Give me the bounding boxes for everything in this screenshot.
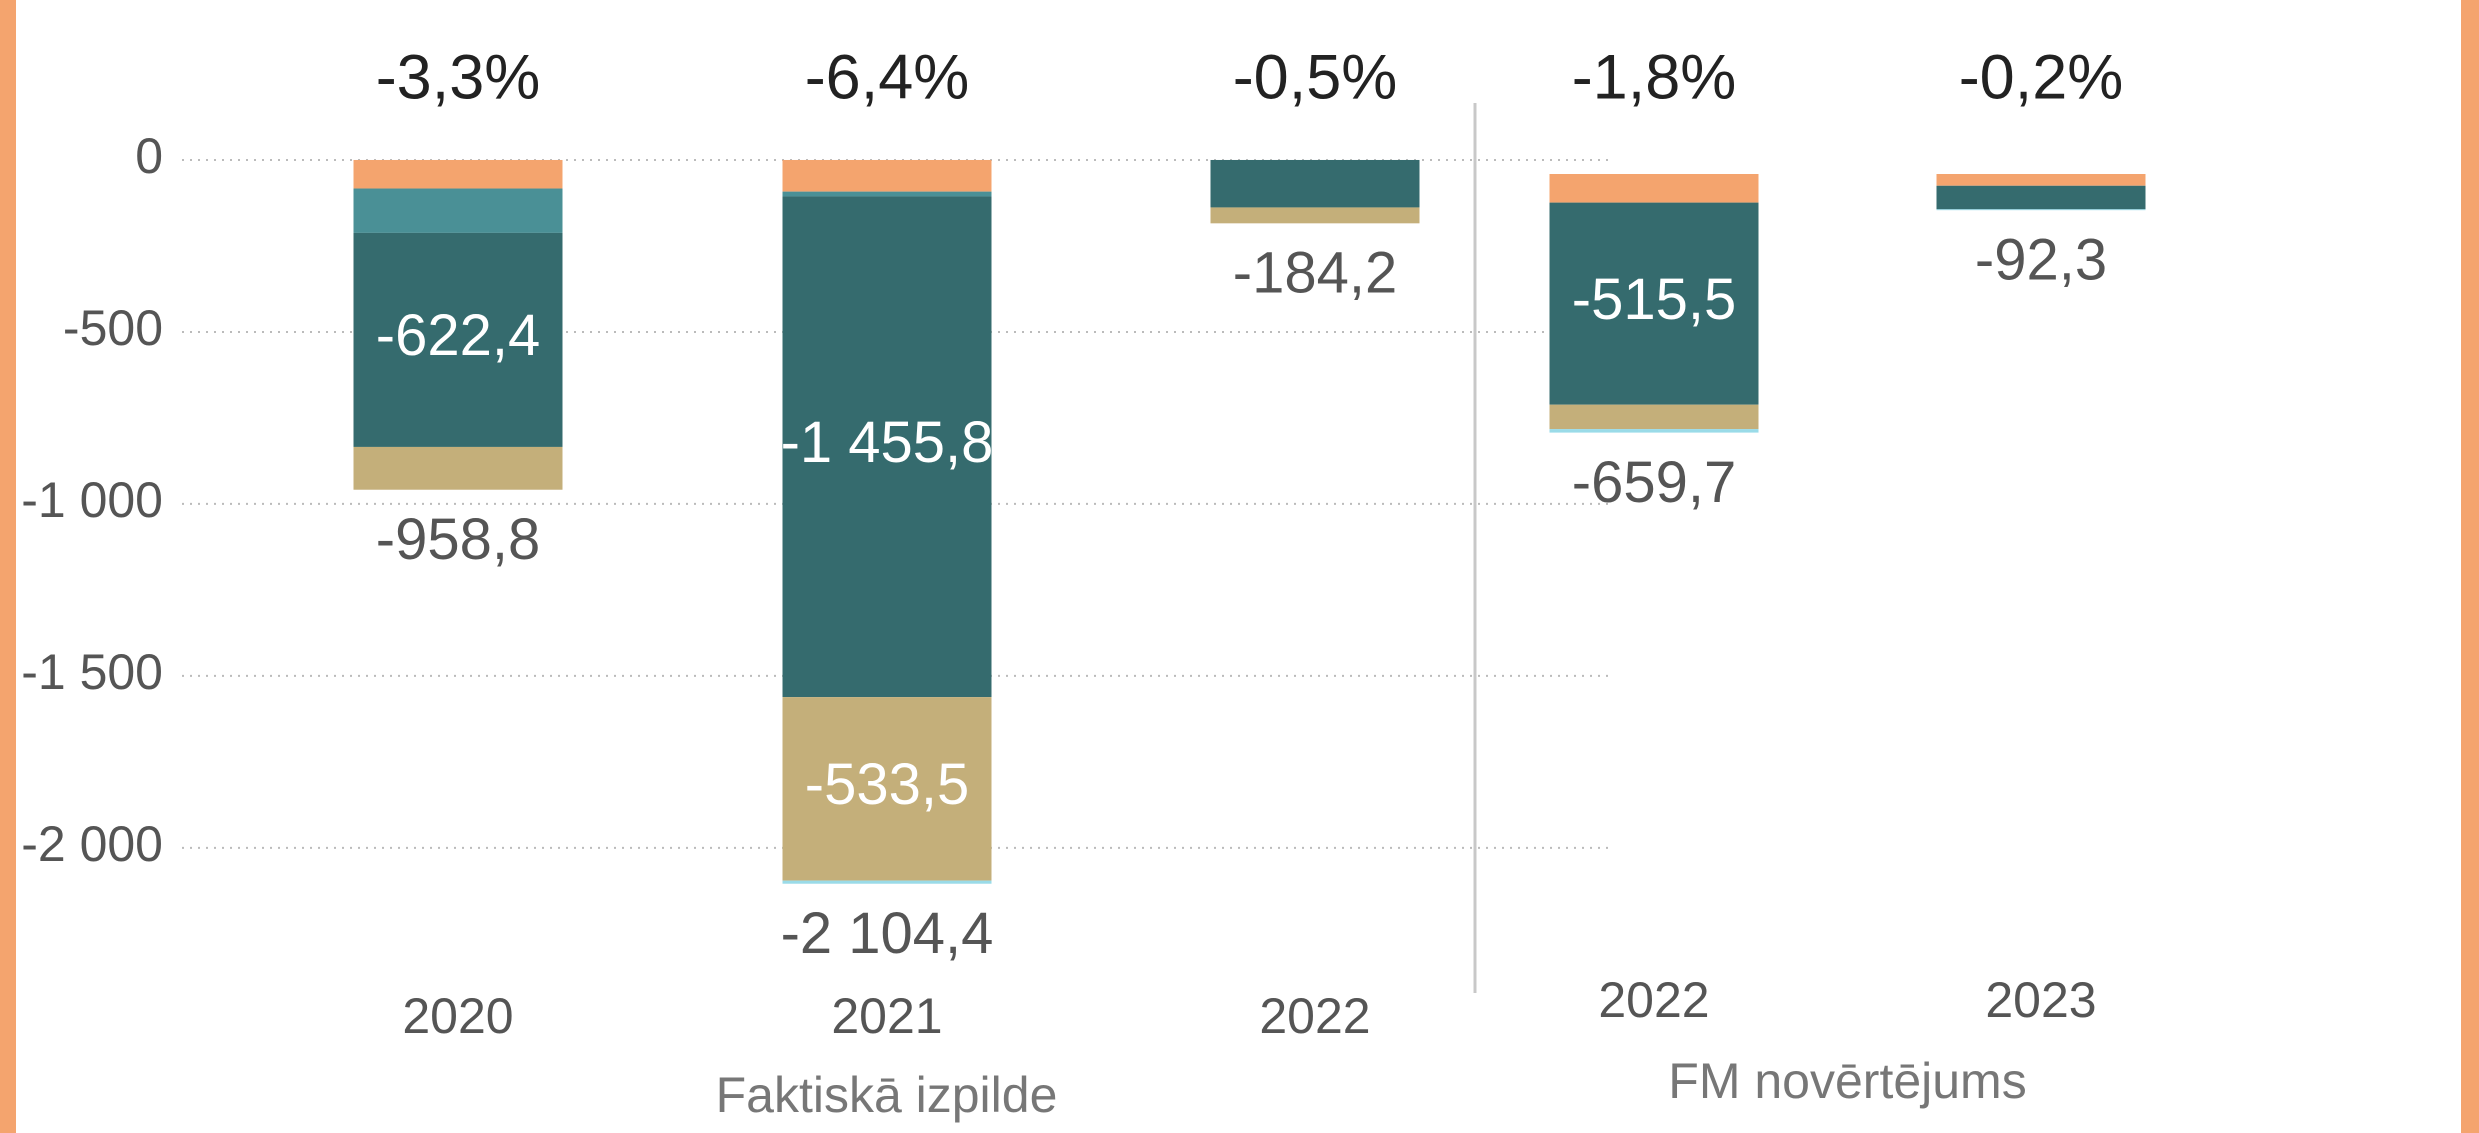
- segment-label: -1 455,8: [781, 410, 994, 475]
- bar-segment: [353, 159, 563, 189]
- bar-segment: [1549, 202, 1759, 405]
- x-tick-label: 2022: [1598, 972, 1709, 1028]
- x-tick-label: 2020: [402, 988, 513, 1044]
- bar-segment: [1936, 209, 2146, 211]
- total-label: -184,2: [1233, 241, 1397, 306]
- bar-segment: [1210, 207, 1420, 224]
- bar-segment: [782, 196, 992, 698]
- bar-segment: [1549, 174, 1759, 203]
- bar-segment: [1549, 404, 1759, 430]
- bar-segment: [782, 697, 992, 881]
- total-label: -2 104,4: [781, 901, 994, 966]
- x-axis-label: Faktiskā izpilde: [716, 1067, 1058, 1123]
- x-axis-label: FM novērtējums: [1668, 1053, 2026, 1109]
- percent-label: -6,4%: [805, 43, 970, 113]
- y-tick-label: -1 000: [21, 472, 163, 528]
- frame-right: [2461, 0, 2479, 1133]
- x-tick-label: 2023: [1985, 972, 2096, 1028]
- bar-segment: [782, 880, 992, 884]
- bar-segment: [1549, 429, 1759, 433]
- bar-segment: [353, 188, 563, 233]
- percent-label: -3,3%: [376, 43, 541, 113]
- bar-segment: [782, 191, 992, 197]
- bar-segment: [353, 446, 563, 490]
- total-label: -92,3: [1975, 228, 2107, 293]
- percent-label: -0,5%: [1233, 43, 1398, 113]
- segment-label: -515,5: [1572, 267, 1736, 332]
- percent-label: -1,8%: [1572, 43, 1737, 113]
- bar-segment: [782, 159, 992, 192]
- y-tick-label: -2 000: [21, 816, 163, 872]
- bar-segment: [353, 232, 563, 447]
- x-tick-label: 2021: [831, 988, 942, 1044]
- y-tick-label: -1 500: [21, 644, 163, 700]
- frame-left: [0, 0, 16, 1133]
- total-label: -659,7: [1572, 450, 1736, 515]
- bar-segment: [1936, 185, 2146, 210]
- segment-label: -533,5: [805, 752, 969, 817]
- segment-label: -622,4: [376, 303, 540, 368]
- bar-segment: [1936, 174, 2146, 186]
- bar-segment: [1210, 159, 1420, 208]
- total-label: -958,8: [376, 507, 540, 572]
- percent-label: -0,2%: [1959, 43, 2124, 113]
- x-tick-label: 2022: [1259, 988, 1370, 1044]
- y-tick-label: 0: [135, 128, 163, 184]
- y-tick-label: -500: [63, 300, 163, 356]
